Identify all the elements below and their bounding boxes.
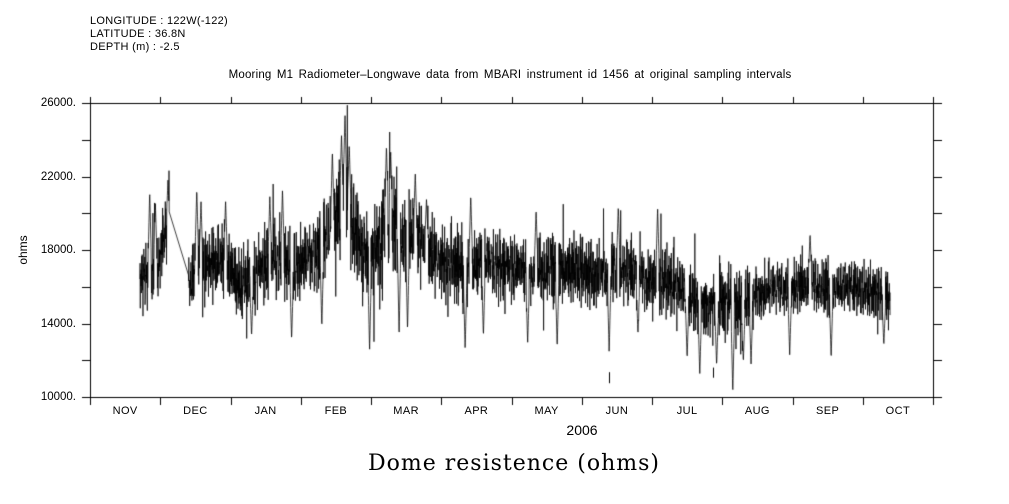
x-tick-label-month: JUL [676,405,698,417]
figure-caption: Dome resistence (ohms) [367,451,661,476]
x-tick-label-month: FEB [324,405,348,417]
x-tick-label-month: DEC [183,405,208,417]
depth-label: DEPTH (m) : -2.5 [90,41,180,53]
x-tick-label-month: MAR [393,405,419,417]
x-axis-year-label: 2006 [566,422,598,438]
x-tick-label-month: JAN [254,405,277,417]
y-tick-label: 22000. [40,171,76,183]
chart-title: Mooring M1 Radiometer–Longwave data from… [228,69,792,81]
x-tick-label-month: APR [464,405,489,417]
y-tick-label: 14000. [40,318,76,330]
y-tick-label: 18000. [40,244,76,256]
x-tick-label-month: AUG [744,405,770,417]
longitude-label: LONGITUDE : 122W(-122) [90,15,229,27]
x-tick-label-month: JUN [605,405,629,417]
latitude-label: LATITUDE : 36.8N [90,28,186,40]
station-metadata-block: LONGITUDE : 122W(-122) LATITUDE : 36.8N … [90,15,228,54]
x-tick-label-month: NOV [112,405,138,417]
y-tick-label: 26000. [40,97,76,109]
x-tick-label-month: MAY [534,405,559,417]
x-tick-label-month: SEP [816,405,840,417]
y-tick-label: 10000. [40,391,76,403]
x-tick-label-month: OCT [885,405,911,417]
